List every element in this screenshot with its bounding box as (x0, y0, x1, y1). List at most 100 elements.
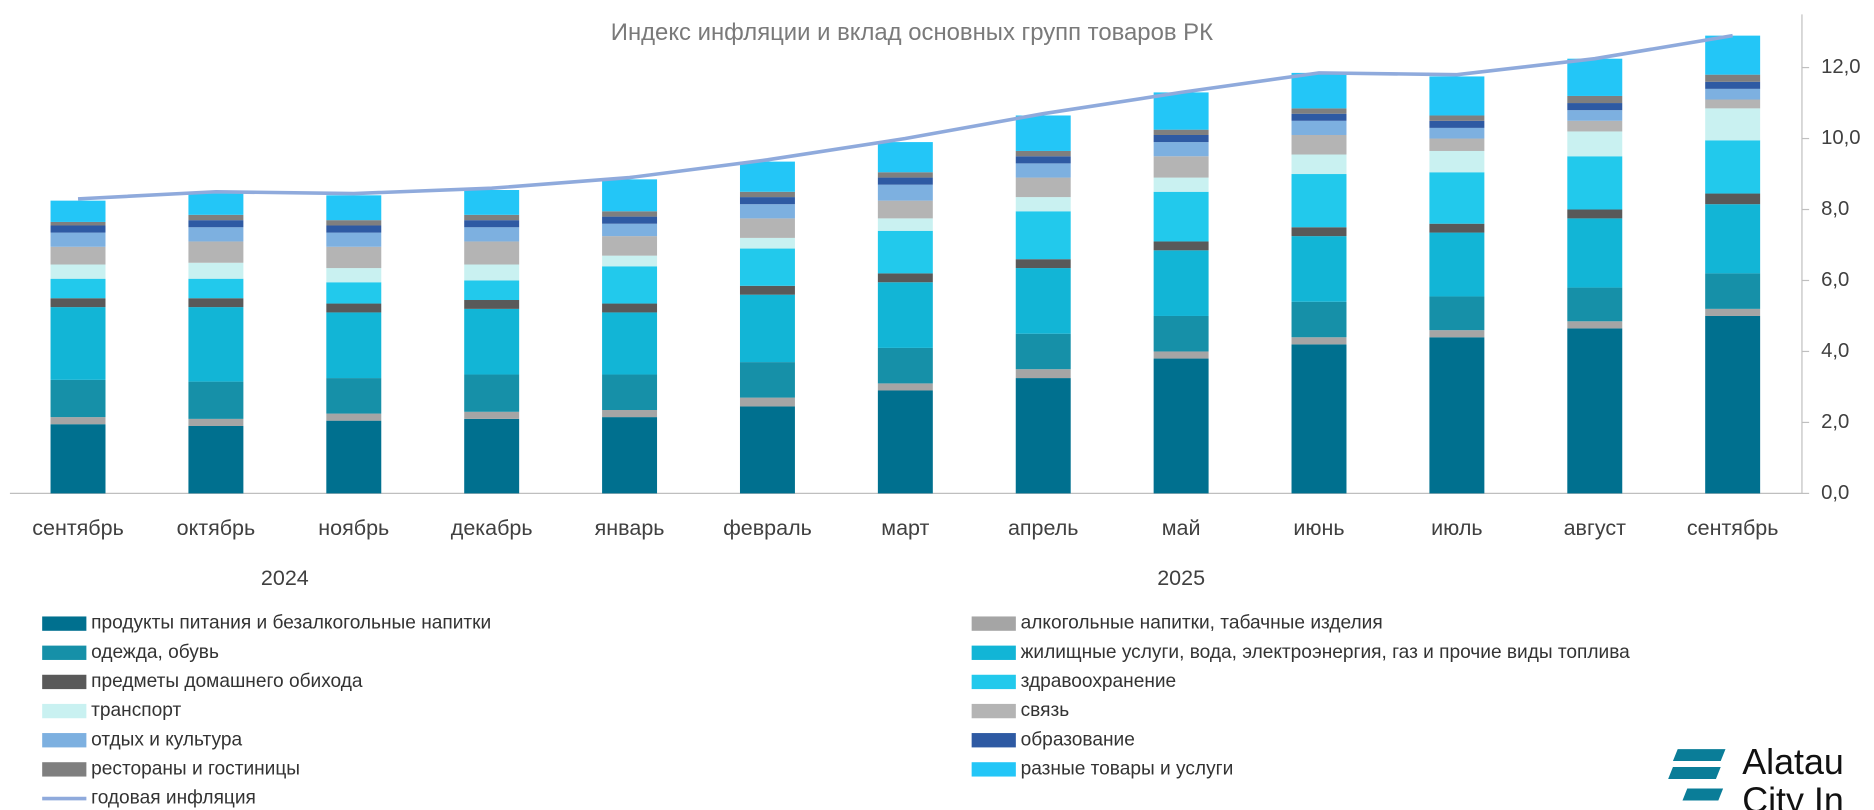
bar-segment (1705, 108, 1761, 141)
x-tick-label: июнь (1293, 516, 1344, 540)
legend-swatch (42, 674, 87, 690)
legend-label: разные товары и услуги (1021, 758, 1234, 779)
bar-segment (1015, 211, 1071, 260)
bar-segment (326, 413, 382, 421)
bar-segment (739, 406, 795, 494)
inflation-line (77, 33, 1733, 201)
bar-segment (464, 220, 520, 228)
y-tick-label: 8,0 (1821, 198, 1849, 220)
legend-swatch (971, 703, 1016, 719)
bar-segment (464, 411, 520, 419)
bar-segment (1153, 142, 1209, 157)
bar-segment (1429, 138, 1485, 151)
bar-segment (877, 282, 933, 348)
legend-label: годовая инфляция (91, 788, 256, 809)
bar-segment (1705, 315, 1761, 494)
legend-label: одежда, обувь (91, 642, 219, 663)
bar-segment (1015, 177, 1071, 198)
bar-segment (50, 264, 106, 279)
legend-swatch (971, 645, 1016, 660)
year-label: 2025 (1157, 566, 1205, 590)
bar-segment (464, 418, 520, 494)
bar-segment (50, 200, 106, 222)
legend-swatch (971, 616, 1016, 631)
bar-segment (1567, 58, 1623, 96)
bar-segment (1429, 337, 1485, 494)
bar-segment (602, 312, 658, 375)
x-tick-label: июль (1431, 516, 1482, 540)
bar-segment (1705, 99, 1761, 109)
bar-segment (739, 161, 795, 192)
bar-segment (1705, 204, 1761, 274)
bar-segment (1153, 156, 1209, 178)
legend-swatch (971, 733, 1016, 748)
bar-segment (188, 307, 244, 382)
bar-segment (1015, 163, 1071, 178)
bar-segment (464, 308, 520, 375)
bar-segment (50, 298, 106, 308)
bar-segment (50, 225, 106, 233)
bar-segment (739, 285, 795, 295)
bar-segment (1015, 150, 1071, 157)
bar-segment (1153, 92, 1209, 130)
bar-segment (602, 179, 658, 212)
legend-label: транспорт (91, 700, 181, 721)
bar-segment (326, 378, 382, 414)
y-tick-label: 10,0 (1821, 127, 1861, 149)
bar-segment (326, 232, 382, 247)
x-tick-label: март (881, 516, 929, 540)
legend-label: жилищные услуги, вода, электроэнергия, г… (1021, 642, 1631, 663)
bar-segment (739, 362, 795, 398)
bar-segment (602, 255, 658, 267)
bar-segment (1429, 115, 1485, 121)
bar-segment (1291, 344, 1347, 494)
bar-segment (739, 248, 795, 286)
bar-segment (50, 232, 106, 247)
bar-segment (1015, 333, 1071, 370)
x-tick-label: май (1162, 516, 1201, 540)
bar-segment (1153, 351, 1209, 359)
bar-segment (464, 280, 520, 301)
bar-segment (1291, 72, 1347, 109)
bar-segment (1567, 321, 1623, 329)
bar-segment (602, 236, 658, 256)
bar-segment (1429, 232, 1485, 297)
bar-segment (50, 221, 106, 226)
x-tick-label: сентябрь (1687, 516, 1779, 540)
x-tick-label: август (1564, 516, 1626, 540)
bar-segment (1705, 273, 1761, 309)
bar-segment (739, 191, 795, 198)
bar-segment (1567, 95, 1623, 104)
bar-segment (877, 184, 933, 201)
bar-segment (326, 195, 382, 221)
bar-segment (50, 278, 106, 299)
x-tick-label: апрель (1008, 516, 1079, 540)
bar-segment (1291, 227, 1347, 237)
bar-segment (1429, 150, 1485, 173)
bar-segment (877, 383, 933, 391)
bar-segment (1567, 328, 1623, 494)
logo-mark (1668, 749, 1726, 779)
logo-text: Alatau (1742, 742, 1844, 782)
bar-segment (1291, 154, 1347, 175)
bar-segment (1705, 140, 1761, 194)
bar-segment (464, 374, 520, 412)
legend-label: продукты питания и безалкогольные напитк… (91, 613, 491, 634)
bar-segment (602, 303, 658, 313)
bar-segment (1015, 378, 1071, 494)
legend-swatch (971, 674, 1016, 690)
bar-segment (464, 300, 520, 309)
bar-segment (188, 241, 244, 263)
bar-segment (1153, 250, 1209, 316)
bar-segment (1705, 81, 1761, 89)
bar-segment (1291, 134, 1347, 155)
logo: Alatau City In (1668, 742, 1844, 810)
legend-label: предметы домашнего обихода (91, 671, 363, 692)
bar-segment (877, 230, 933, 274)
bar-segment (50, 246, 106, 265)
bar-segment (188, 418, 244, 426)
bar-segment (1567, 110, 1623, 121)
legend-label: алкогольные напитки, табачные изделия (1021, 613, 1383, 634)
bar-segment (326, 420, 382, 494)
